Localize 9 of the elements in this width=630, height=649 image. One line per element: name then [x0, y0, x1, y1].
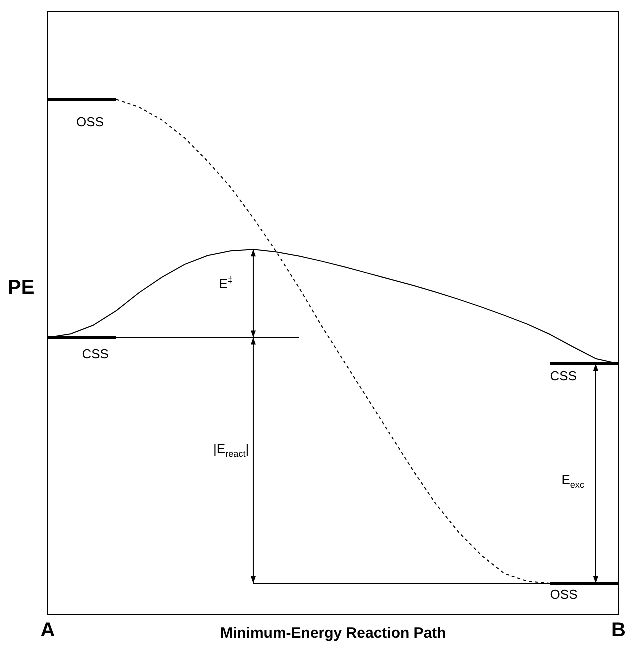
x-tick-label: B — [612, 620, 626, 642]
annotation: OSS — [76, 114, 104, 130]
annotation: CSS — [82, 346, 110, 362]
y-axis-title: PE — [8, 277, 35, 300]
x-axis-title: Minimum-Energy Reaction Path — [220, 625, 446, 642]
annotation: E‡ — [219, 275, 233, 292]
annotation: CSS — [550, 368, 578, 384]
annotation: OSS — [550, 586, 578, 602]
x-tick-label: A — [40, 620, 56, 642]
